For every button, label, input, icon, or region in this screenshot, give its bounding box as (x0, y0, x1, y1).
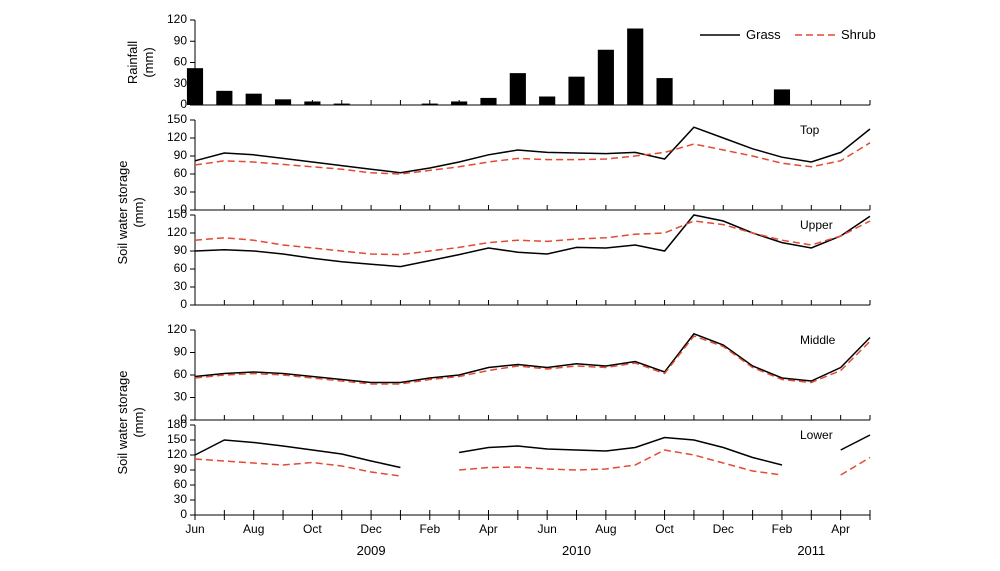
ytick-label: 30 (174, 390, 188, 404)
legend-grass-label: Grass (746, 27, 781, 42)
rainfall-bar (334, 104, 350, 105)
ytick-label: 120 (167, 130, 187, 144)
top-shrub-line (195, 143, 870, 174)
svg-text:Rainfall: Rainfall (125, 41, 140, 84)
panel-lower: 0306090120150180 Lower (167, 417, 870, 521)
ytick-label: 60 (174, 55, 188, 69)
ytick-label: 30 (174, 76, 188, 90)
rainfall-bar (539, 97, 555, 106)
middle-grass-line (195, 334, 870, 383)
xtick-label: Aug (595, 522, 616, 536)
ylabel-sws-0: Soil water storage(mm) (115, 160, 146, 264)
rainfall-bar (187, 68, 203, 105)
ytick-label: 120 (167, 447, 187, 461)
multi-panel-chart: GrassShrub03060901200306090120150Top0306… (0, 0, 1000, 571)
svg-text:(mm): (mm) (141, 47, 156, 77)
xtick-label: Apr (479, 522, 498, 536)
ytick-label: 90 (174, 345, 188, 359)
ylabel-sws-1: Soil water storage(mm) (115, 370, 146, 474)
svg-text:Soil water storage: Soil water storage (115, 370, 130, 474)
ytick-label: 0 (180, 297, 187, 311)
ytick-label: 0 (180, 97, 187, 111)
panel-top: 0306090120150Top (167, 112, 870, 216)
ytick-label: 30 (174, 279, 188, 293)
ytick-label: 90 (174, 148, 188, 162)
ytick-label: 150 (167, 112, 187, 126)
rainfall-bar (480, 98, 496, 105)
ytick-label: 90 (174, 33, 188, 47)
svg-text:(mm): (mm) (131, 197, 146, 227)
rainfall-bar (275, 99, 291, 105)
ytick-label: 60 (174, 477, 188, 491)
rainfall-bar (422, 104, 438, 105)
panel-upper: 0 30 60 90 120 150 Upper (167, 207, 870, 311)
panel-title-middle: Middle (800, 333, 836, 347)
ytick-label: 120 (167, 12, 187, 26)
panel-title-lower: Lower (800, 428, 833, 442)
panel-middle: 0306090120Middle (167, 322, 870, 426)
lower-grass-line (195, 435, 870, 468)
rainfall-bar (246, 94, 262, 105)
rainfall-bar (216, 91, 232, 105)
rainfall-bar (598, 50, 614, 105)
xtick-label: Oct (655, 522, 674, 536)
lower-shrub-line (195, 450, 870, 476)
year-label: 2009 (357, 543, 386, 558)
middle-shrub-line (195, 336, 870, 384)
xtick-label: Feb (772, 522, 793, 536)
rainfall-bar (568, 77, 584, 105)
ytick-label: 150 (167, 432, 187, 446)
ytick-label: 120 (167, 225, 187, 239)
svg-text:(mm): (mm) (131, 407, 146, 437)
ylabel-rainfall: Rainfall(mm) (125, 41, 156, 84)
ytick-label: 60 (174, 166, 188, 180)
rainfall-bar (656, 78, 672, 105)
year-label: 2011 (797, 543, 825, 558)
xtick-label: Dec (360, 522, 381, 536)
ytick-label: 30 (174, 184, 188, 198)
ytick-label: 0 (180, 507, 187, 521)
upper-grass-line (195, 215, 870, 267)
panel-title-top: Top (800, 123, 820, 137)
legend: Grass Shrub (700, 27, 876, 42)
svg-text:Soil water storage: Soil water storage (115, 160, 130, 264)
xtick-label: Dec (713, 522, 734, 536)
year-label: 2010 (562, 543, 591, 558)
rainfall-bar (774, 89, 790, 105)
ytick-label: 90 (174, 243, 188, 257)
ytick-label: 120 (167, 322, 187, 336)
legend-shrub-label: Shrub (841, 27, 876, 42)
ytick-label: 60 (174, 261, 188, 275)
ytick-label: 150 (167, 207, 187, 221)
xtick-label: Oct (303, 522, 322, 536)
rainfall-bar (304, 101, 320, 105)
xtick-label: Jun (537, 522, 556, 536)
ytick-label: 180 (167, 417, 187, 431)
xtick-label: Aug (243, 522, 264, 536)
panel-title-upper: Upper (800, 218, 833, 232)
xtick-label: Jun (185, 522, 204, 536)
xtick-label: Feb (419, 522, 440, 536)
rainfall-bar (451, 101, 467, 105)
rainfall-bar (627, 29, 643, 106)
ytick-label: 90 (174, 462, 188, 476)
ytick-label: 60 (174, 367, 188, 381)
xtick-label: Apr (831, 522, 850, 536)
ytick-label: 30 (174, 492, 188, 506)
rainfall-bar (510, 73, 526, 105)
